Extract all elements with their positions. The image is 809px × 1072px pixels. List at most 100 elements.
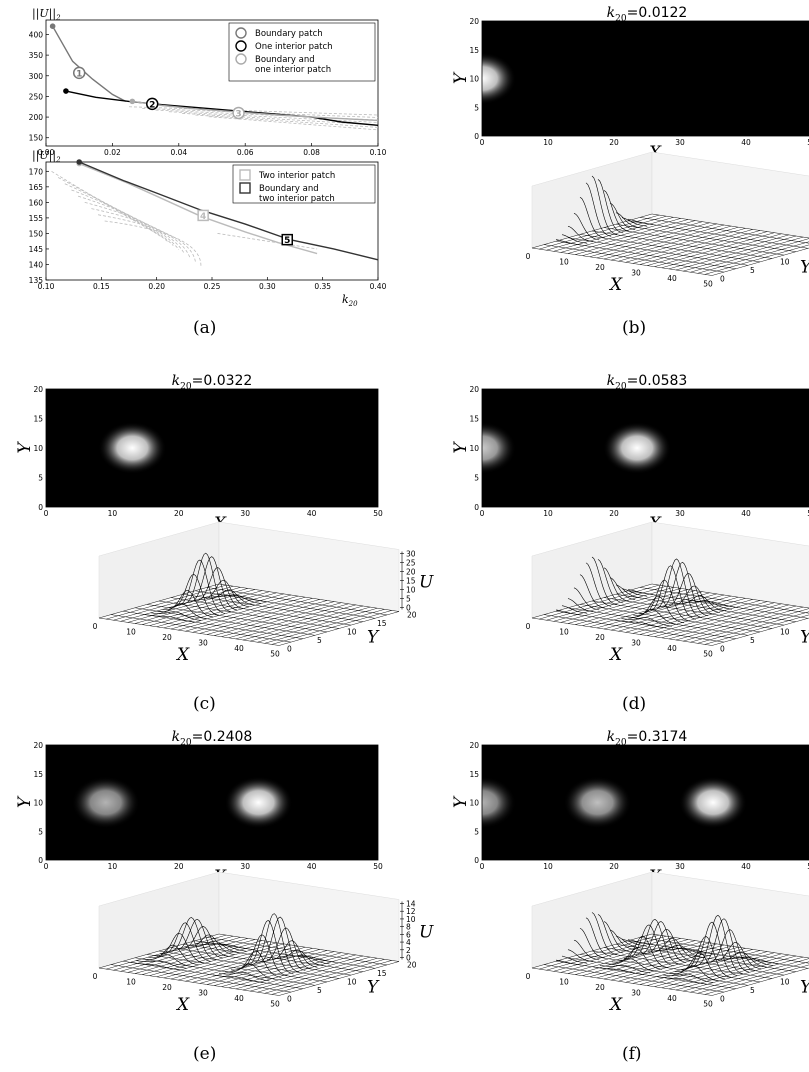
peak-contour [198,579,250,608]
legend-label: two interior patch [259,194,335,204]
heatmap-background [482,745,809,860]
x-tick-label: 30 [675,862,685,871]
heatmap-blob [603,422,672,474]
peak-contour [579,928,606,959]
y-axis-label: ||U||2 [32,7,61,22]
y-axis-label: ||U||2 [32,149,61,164]
surface-grid [98,583,400,646]
grid-line [579,604,761,633]
peak-contour [657,561,708,617]
surface-wall [531,151,653,249]
legend-marker [235,53,247,65]
y-tick-label: 15 [469,46,479,55]
peak-contour [242,920,294,975]
grid-line [651,583,809,609]
heatmap-blobs [482,422,672,474]
x-tick-label: 0.08 [303,148,320,157]
dashed-branch [71,189,174,246]
grid-line [591,950,773,979]
heatmap-background [46,389,378,507]
grid-line [531,617,713,646]
surface-x-tick: 20 [162,633,172,642]
peak-contour [210,594,262,604]
y-axis-label: Y [451,795,471,808]
peak-contour [204,589,256,606]
x-tick-label: 40 [741,138,751,147]
surface-y-tick: 20 [407,961,417,970]
y-axis-label-sub: 2 [55,14,61,22]
peak-contour [629,919,681,965]
title-sub: 20 [180,382,192,392]
grid-line [639,217,809,244]
peak-contour [603,921,630,952]
panel-title: k20=0.3174 [607,729,688,748]
peak-contour [144,614,196,623]
surface-y-tick: 5 [317,636,322,645]
legend-marker [235,27,247,39]
series-endpoint [129,98,136,105]
x-tick-label: 50 [807,509,809,518]
surface-z-tick-label: 2 [406,946,411,955]
peak-contour [599,965,651,974]
surface-y-tick: 10 [347,978,357,987]
y-tick-label: 170 [29,167,44,176]
surface-x-tick: 40 [667,274,677,283]
surface-x-tick: 20 [595,633,605,642]
peak-contour [142,954,193,967]
peak-contour [635,921,687,963]
peak-contour [180,552,232,613]
y-tick-label: 5 [38,474,43,483]
surface-x-tick: 0 [526,972,531,981]
surface-y-tick: 10 [780,628,790,637]
grid-line [206,937,388,966]
peak-contour [674,952,726,980]
x-tick-label: 10 [543,138,553,147]
surface-peaks [144,552,268,623]
surface-z-tick-label: 10 [406,915,416,924]
peak-contour [154,932,205,964]
surface-x-tick: 0 [526,252,531,261]
surface-z-tick-label: 8 [406,923,411,932]
surface-x-label: X [175,995,190,1015]
surface-x-tick: 30 [198,639,208,648]
surface-y-tick: 0 [720,995,725,1004]
legend-marker [235,40,247,52]
y-tick-label: 0 [474,132,479,141]
peak-contour [651,558,702,618]
surface-y-tick: 5 [317,986,322,995]
grid-line [110,964,292,993]
peak-contour [645,565,696,620]
x-tick-label: 0 [480,862,485,871]
heatmap-frame [45,744,379,861]
peak-contour [130,962,181,971]
branch-marker [232,106,245,120]
peak-contour [675,595,726,612]
peak-contour [603,567,630,602]
grid-line [591,230,773,259]
surface-z-tick-label: 25 [406,559,416,568]
peak-contour [579,196,606,239]
grid-line [579,234,761,263]
x-tick-label: 0.02 [104,148,121,157]
x-tick-label: 0.06 [237,148,254,157]
surface-y-tick: 20 [407,611,417,620]
peak-contour [593,966,645,975]
x-tick-label: 0 [44,862,49,871]
peak-contour [561,955,588,964]
peak-contour [150,611,202,621]
x-tick-label: 0.25 [204,282,221,291]
y-tick-label: 155 [29,214,44,223]
peak-contour [266,940,318,968]
peak-contour [216,593,268,603]
surface-x-tick: 30 [631,989,641,998]
grid-line [543,614,725,643]
grid-line [531,247,713,276]
x-tick-label: 0 [480,509,485,518]
panel-a-top: 0.00 0.02 0.04 0.06 0.08 0.10 150 200 250 300 350 4… [29,7,387,157]
heatmap-blob [71,776,140,829]
y-tick-label: 15 [33,415,43,424]
surface-x-tick: 40 [234,644,244,653]
